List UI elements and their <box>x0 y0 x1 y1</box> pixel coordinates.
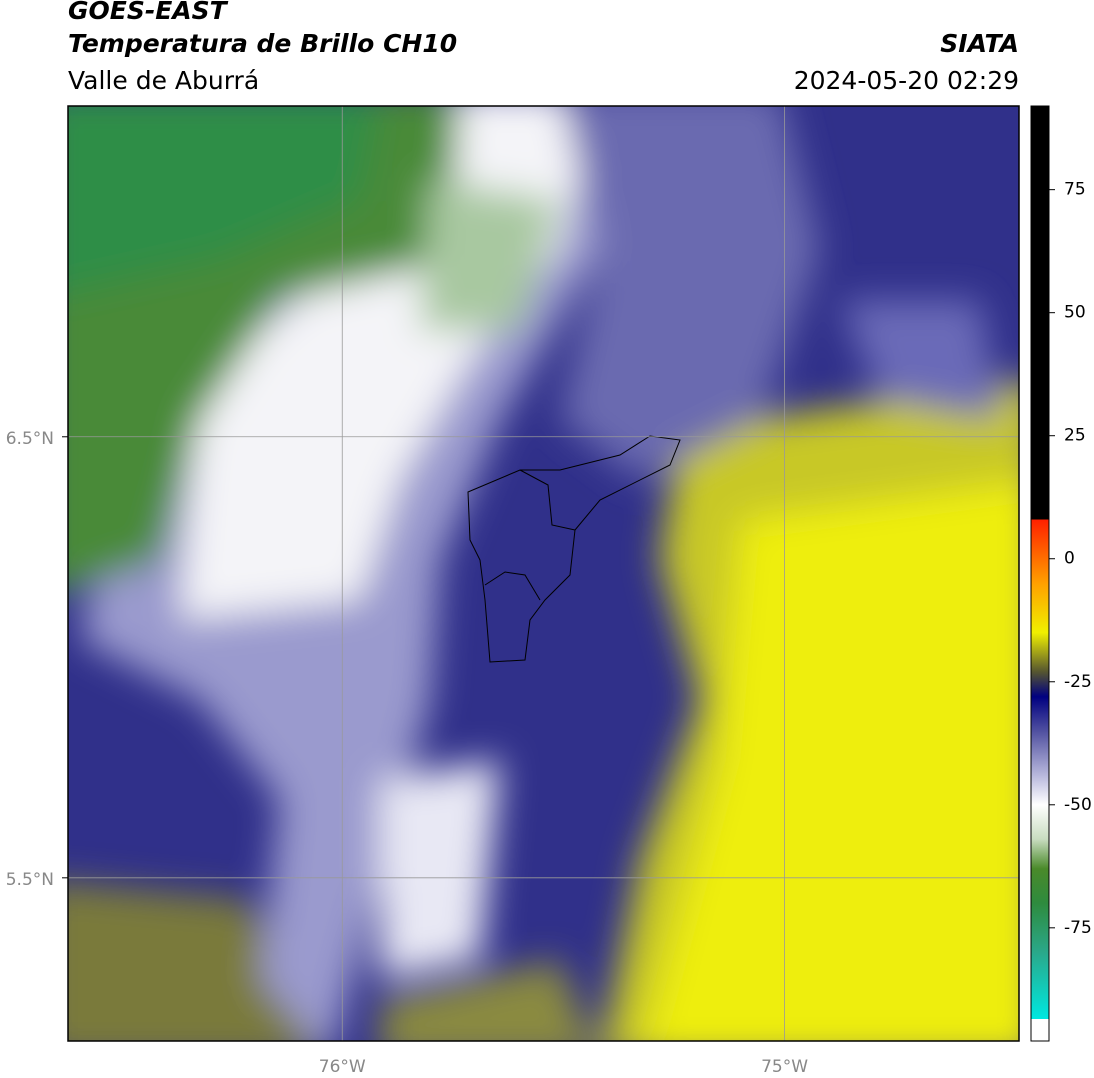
colorbar-tick-label: 0 <box>1064 549 1075 569</box>
colorbar <box>1030 105 1050 1042</box>
title: GOES-EAST <box>68 0 229 25</box>
colorbar-tick-label: 25 <box>1064 426 1086 446</box>
source: SIATA <box>940 29 1019 58</box>
colorbar-tick-label: 75 <box>1064 180 1086 200</box>
colorbar-tick-label: 50 <box>1064 303 1086 323</box>
valley-outline <box>467 435 681 663</box>
colorbar-tick-label: -25 <box>1064 672 1092 692</box>
region: Valle de Aburrá <box>68 66 259 95</box>
map-frame <box>67 105 1020 1042</box>
colorbar-tick-label: -75 <box>1064 918 1092 938</box>
y-tick-label: 6.5°N <box>6 429 54 449</box>
datetime: 2024-05-20 02:29 <box>794 66 1019 95</box>
x-tick-label: 76°W <box>319 1057 366 1077</box>
satellite-image <box>68 106 1019 1041</box>
x-tick-label: 75°W <box>761 1057 808 1077</box>
y-tick-label: 5.5°N <box>6 870 54 890</box>
colorbar-tick-label: -50 <box>1064 795 1092 815</box>
subtitle: Temperatura de Brillo CH10 <box>68 29 457 58</box>
